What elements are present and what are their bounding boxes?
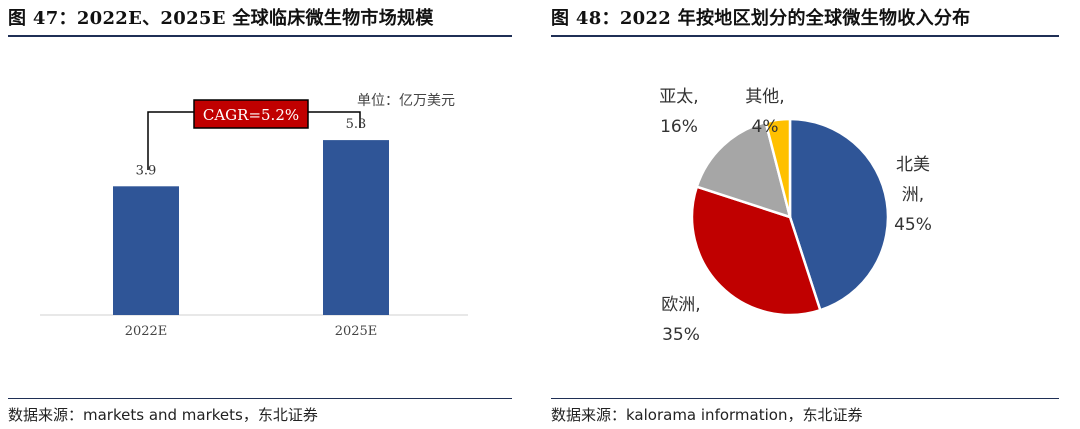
bars-group: 3.9 2022E 5.3 2025E: [113, 117, 389, 339]
cagr-annotation-box: [193, 99, 309, 129]
pie-slice-2: [695, 120, 792, 219]
title-rule: [551, 35, 1059, 37]
figure-title: 图 47：2022E、2025E 全球临床微生物市场规模: [8, 8, 434, 29]
pie-slice-label: 北美: [896, 155, 930, 175]
x-tick-label: 2025E: [335, 324, 378, 339]
pie-slice-label: 45%: [894, 215, 932, 235]
right-figure-panel: 图 48：2022 年按地区划分的全球微生物收入分布 北美洲, 45% 欧洲, 35%…: [551, 0, 1059, 429]
bar-2025E: [323, 140, 389, 315]
pie-slice-label: 欧洲,: [661, 295, 700, 315]
cagr-bracket-right: [308, 111, 361, 128]
pie-slice-label: 16%: [660, 117, 698, 137]
source-note: 数据来源：kalorama information，东北证券: [551, 406, 863, 424]
pie-slice-0: [788, 117, 890, 312]
bar-chart: 单位：亿万美元 CAGR=5.2% 3.9 2022E 5.3 2025E: [40, 93, 468, 339]
cagr-bracket-left: [147, 111, 194, 170]
pie-slice-label: 35%: [662, 325, 700, 345]
bar-value-label: 3.9: [136, 163, 157, 178]
pie-slice-label: 4%: [752, 117, 779, 137]
x-tick-label: 2022E: [125, 324, 168, 339]
title-rule: [8, 35, 512, 37]
bar-value-label: 5.3: [346, 117, 367, 132]
source-rule: [551, 398, 1059, 399]
pie-slice-3: [764, 117, 792, 218]
pie-slices: [690, 117, 890, 317]
pie-slice-label: 亚太,: [659, 87, 698, 107]
pie-slice-label: 洲,: [902, 185, 924, 205]
bar-2022E: [113, 186, 179, 315]
pie-labels: 北美洲, 45% 欧洲, 35% 亚太, 16% 其他, 4%: [659, 87, 932, 345]
left-figure-panel: 图 47：2022E、2025E 全球临床微生物市场规模 单位：亿万美元 CAG…: [8, 0, 512, 429]
unit-label: 单位：亿万美元: [357, 93, 455, 109]
source-rule: [8, 398, 512, 399]
figure-title: 图 48：2022 年按地区划分的全球微生物收入分布: [551, 8, 971, 29]
source-note: 数据来源：markets and markets，东北证券: [8, 406, 318, 424]
cagr-annotation-label: CAGR=5.2%: [203, 106, 299, 124]
pie-slice-label: 其他,: [745, 87, 784, 107]
pie-chart: 北美洲, 45% 欧洲, 35% 亚太, 16% 其他, 4%: [659, 87, 932, 345]
pie-slice-1: [690, 185, 822, 317]
